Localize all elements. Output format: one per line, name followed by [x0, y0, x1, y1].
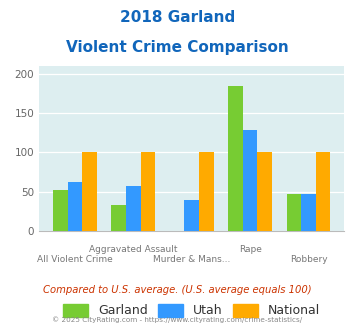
Bar	[141, 152, 155, 231]
Text: Compared to U.S. average. (U.S. average equals 100): Compared to U.S. average. (U.S. average …	[43, 285, 312, 295]
Text: Robbery: Robbery	[290, 254, 327, 264]
Text: All Violent Crime: All Violent Crime	[37, 254, 113, 264]
Bar	[257, 152, 272, 231]
Bar	[199, 152, 214, 231]
Bar	[243, 130, 257, 231]
Bar	[228, 86, 243, 231]
Text: Violent Crime Comparison: Violent Crime Comparison	[66, 40, 289, 54]
Legend: Garland, Utah, National: Garland, Utah, National	[60, 300, 324, 321]
Text: Rape: Rape	[239, 245, 262, 254]
Text: 2018 Garland: 2018 Garland	[120, 10, 235, 25]
Text: Aggravated Assault: Aggravated Assault	[89, 245, 178, 254]
Text: Murder & Mans...: Murder & Mans...	[153, 254, 230, 264]
Text: © 2025 CityRating.com - https://www.cityrating.com/crime-statistics/: © 2025 CityRating.com - https://www.city…	[53, 317, 302, 323]
Bar	[67, 182, 82, 231]
Bar	[301, 194, 316, 231]
Bar	[53, 190, 67, 231]
Bar	[184, 200, 199, 231]
Bar	[111, 205, 126, 231]
Bar	[316, 152, 331, 231]
Bar	[126, 186, 141, 231]
Bar	[82, 152, 97, 231]
Bar	[286, 194, 301, 231]
